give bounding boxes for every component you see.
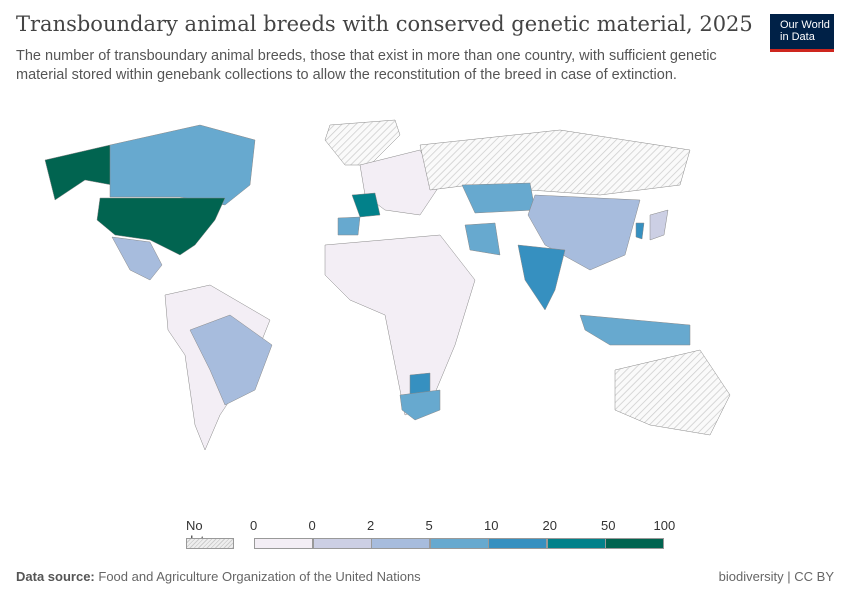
legend-bin[interactable] bbox=[254, 538, 313, 549]
logo-line2: in Data bbox=[780, 31, 815, 43]
country-usa[interactable] bbox=[96, 197, 226, 256]
legend-no-data-swatch bbox=[186, 538, 234, 549]
source-text[interactable]: Food and Agriculture Organization of the… bbox=[98, 569, 421, 584]
country-china[interactable] bbox=[527, 194, 641, 271]
legend-tick: 0 bbox=[250, 518, 258, 533]
country-iran[interactable] bbox=[464, 222, 501, 256]
country-japan[interactable] bbox=[649, 209, 669, 241]
owid-logo[interactable]: Our World in Data bbox=[770, 14, 834, 52]
country-mexico[interactable] bbox=[111, 236, 163, 281]
country-australia[interactable] bbox=[614, 349, 731, 436]
country-south-africa[interactable] bbox=[399, 389, 441, 421]
legend-tick: 50 bbox=[601, 518, 616, 533]
chart-subtitle: The number of transboundary animal breed… bbox=[16, 48, 717, 83]
legend-tick: 20 bbox=[542, 518, 557, 533]
country-africa[interactable] bbox=[324, 234, 476, 416]
chart-title: Transboundary animal breeds with conserv… bbox=[16, 12, 753, 36]
legend-bin[interactable] bbox=[312, 538, 372, 549]
country-india[interactable] bbox=[517, 244, 566, 311]
legend-tick: 100 bbox=[653, 518, 676, 533]
legend-bin[interactable] bbox=[605, 538, 664, 549]
country-indonesia[interactable] bbox=[579, 314, 691, 346]
legend-tick: 5 bbox=[425, 518, 433, 533]
legend-bin[interactable] bbox=[429, 538, 489, 549]
world-map[interactable] bbox=[0, 105, 850, 510]
legend-tick: 2 bbox=[367, 518, 375, 533]
country-alaska[interactable] bbox=[44, 144, 113, 201]
license[interactable]: biodiversity | CC BY bbox=[718, 569, 834, 584]
country-korea[interactable] bbox=[635, 222, 645, 240]
country-brazil[interactable] bbox=[189, 314, 273, 406]
country-canada[interactable] bbox=[109, 124, 256, 206]
legend-tick: 10 bbox=[484, 518, 499, 533]
country-russia[interactable] bbox=[419, 129, 691, 196]
country-france[interactable] bbox=[351, 192, 381, 218]
country-spain[interactable] bbox=[337, 216, 361, 236]
country-kazakhstan[interactable] bbox=[461, 182, 536, 214]
legend-bin[interactable] bbox=[546, 538, 606, 549]
legend-bin[interactable] bbox=[488, 538, 547, 549]
legend-bin[interactable] bbox=[371, 538, 430, 549]
logo-line1: Our World bbox=[780, 19, 830, 31]
data-source: Data source: Food and Agriculture Organi… bbox=[16, 569, 421, 584]
source-label: Data source: bbox=[16, 569, 95, 584]
legend-tick: 0 bbox=[308, 518, 316, 533]
